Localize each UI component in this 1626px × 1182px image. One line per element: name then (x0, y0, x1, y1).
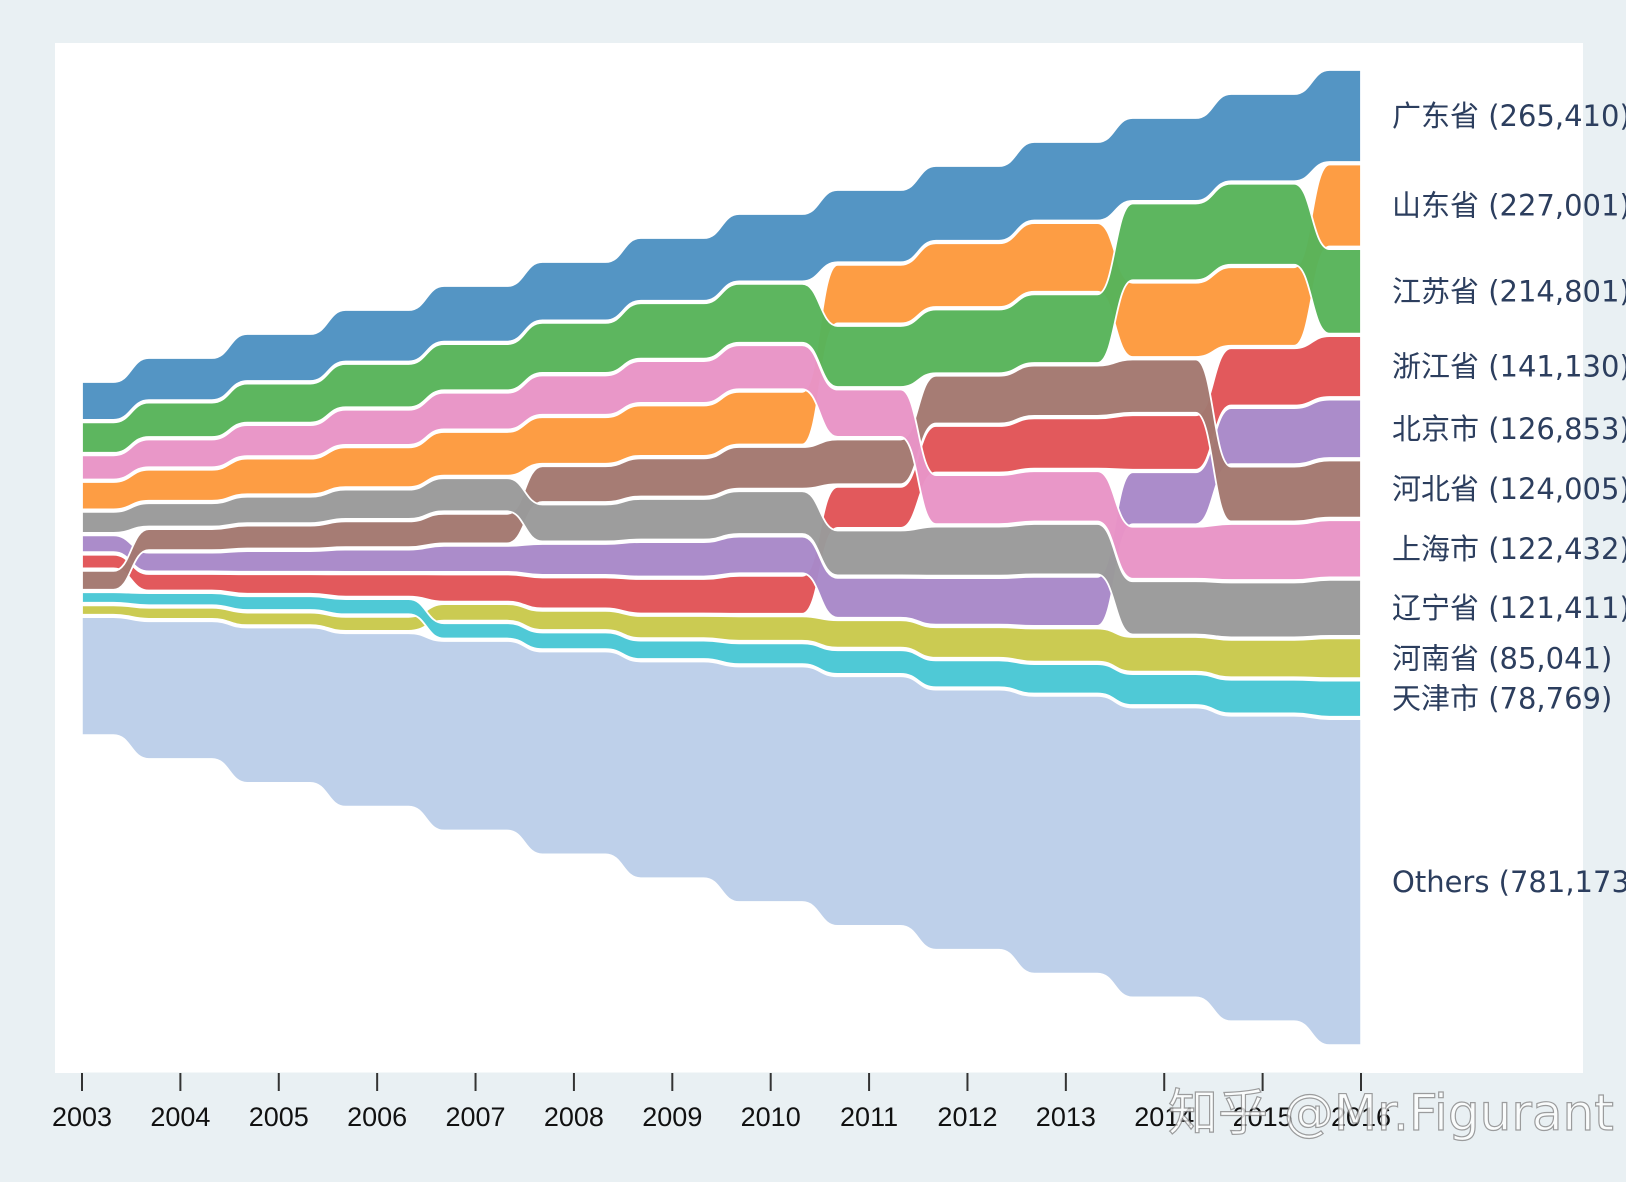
streams-layer (81, 69, 1362, 1046)
end-label-8: 辽宁省 (121,411) (1392, 591, 1626, 625)
x-tick-label-2012: 2012 (937, 1102, 997, 1132)
stream-1 (81, 69, 1362, 421)
stream-4 (81, 335, 1362, 615)
end-label-1: 广东省 (265,410) (1392, 99, 1626, 133)
x-tick-label-2015: 2015 (1233, 1102, 1293, 1132)
x-tick-label-2005: 2005 (249, 1102, 309, 1132)
x-tick-label-2014: 2014 (1134, 1102, 1194, 1132)
x-tick-label-2011: 2011 (840, 1102, 898, 1132)
end-label-others: Others (781,173) (1392, 865, 1626, 899)
stream-2 (81, 163, 1362, 511)
stream-7 (81, 344, 1362, 581)
x-tick-label-2007: 2007 (445, 1102, 505, 1132)
x-tick-label-2010: 2010 (741, 1102, 801, 1132)
end-label-4: 浙江省 (141,130) (1392, 350, 1626, 384)
x-tick-label-2013: 2013 (1036, 1102, 1096, 1132)
end-label-5: 北京市 (126,853) (1392, 412, 1626, 446)
stream-5 (81, 398, 1362, 627)
end-label-10: 天津市 (78,769) (1392, 682, 1612, 716)
x-tick-label-2003: 2003 (52, 1102, 112, 1132)
end-label-3: 江苏省 (214,801) (1392, 274, 1626, 308)
stream-3 (81, 182, 1362, 454)
end-label-9: 河南省 (85,041) (1392, 641, 1612, 675)
x-tick-label-2004: 2004 (150, 1102, 210, 1132)
stream-8 (81, 477, 1362, 639)
stream-9 (81, 603, 1362, 680)
end-label-7: 上海市 (122,432) (1392, 532, 1626, 566)
end-label-2: 山东省 (227,001) (1392, 189, 1626, 223)
x-tick-label-2006: 2006 (347, 1102, 407, 1132)
watermark: 知乎 @Mr.Figurant (1168, 1084, 1614, 1142)
x-tick-label-2016: 2016 (1331, 1102, 1391, 1132)
x-tick-label-2008: 2008 (544, 1102, 604, 1132)
end-labels: 广东省 (265,410) 山东省 (227,001) 江苏省 (214,801) 浙… (1392, 99, 1626, 899)
stream-others (81, 616, 1362, 1046)
x-axis: 2003 2004 2005 2006 2007 2008 2009 2010 2011 2012… (52, 1072, 1391, 1132)
end-label-6: 河北省 (124,005) (1392, 472, 1626, 506)
x-tick-label-2009: 2009 (642, 1102, 702, 1132)
stream-10 (81, 591, 1362, 718)
